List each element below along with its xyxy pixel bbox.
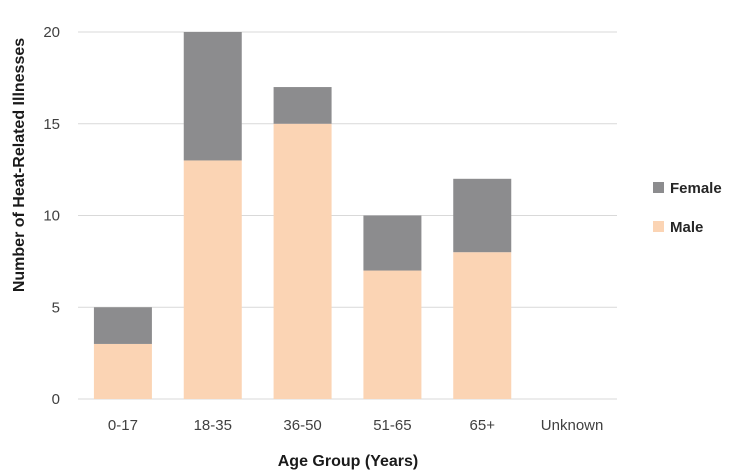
x-tick-label: 36-50 xyxy=(283,417,321,434)
bar-female-51-65 xyxy=(363,215,422,271)
bar-female-36-50 xyxy=(273,87,332,124)
bar-male-36-50 xyxy=(273,123,332,399)
bars xyxy=(93,32,512,399)
legend-label-male: Male xyxy=(670,219,703,236)
bar-female-65+ xyxy=(453,178,512,253)
legend-swatch-female xyxy=(653,182,664,193)
y-axis-ticks: 0 5 10 15 20 xyxy=(43,24,60,408)
bar-female-18-35 xyxy=(183,32,242,161)
legend-swatch-male xyxy=(653,221,664,232)
legend-label-female: Female xyxy=(670,180,722,197)
bar-male-18-35 xyxy=(183,160,242,399)
x-tick-label: 51-65 xyxy=(373,417,411,434)
y-tick-label: 5 xyxy=(52,299,60,316)
bar-female-0-17 xyxy=(93,307,152,344)
bar-male-51-65 xyxy=(363,270,422,399)
x-axis-ticks: 0-17 18-35 36-50 51-65 65+ Unknown xyxy=(108,417,603,434)
bar-male-0-17 xyxy=(93,343,152,399)
y-tick-label: 0 xyxy=(52,391,60,408)
x-tick-label: 0-17 xyxy=(108,417,138,434)
x-axis-title: Age Group (Years) xyxy=(278,453,418,470)
x-tick-label: Unknown xyxy=(541,417,604,434)
legend: Female Male xyxy=(653,180,722,236)
bar-male-65+ xyxy=(453,252,512,399)
y-tick-label: 15 xyxy=(43,116,60,133)
y-tick-label: 20 xyxy=(43,24,60,41)
x-tick-label: 18-35 xyxy=(194,417,232,434)
x-tick-label: 65+ xyxy=(470,417,496,434)
y-axis-title: Number of Heat-Related Illnesses xyxy=(11,38,28,292)
gridlines xyxy=(78,31,617,400)
y-tick-label: 10 xyxy=(43,208,60,225)
